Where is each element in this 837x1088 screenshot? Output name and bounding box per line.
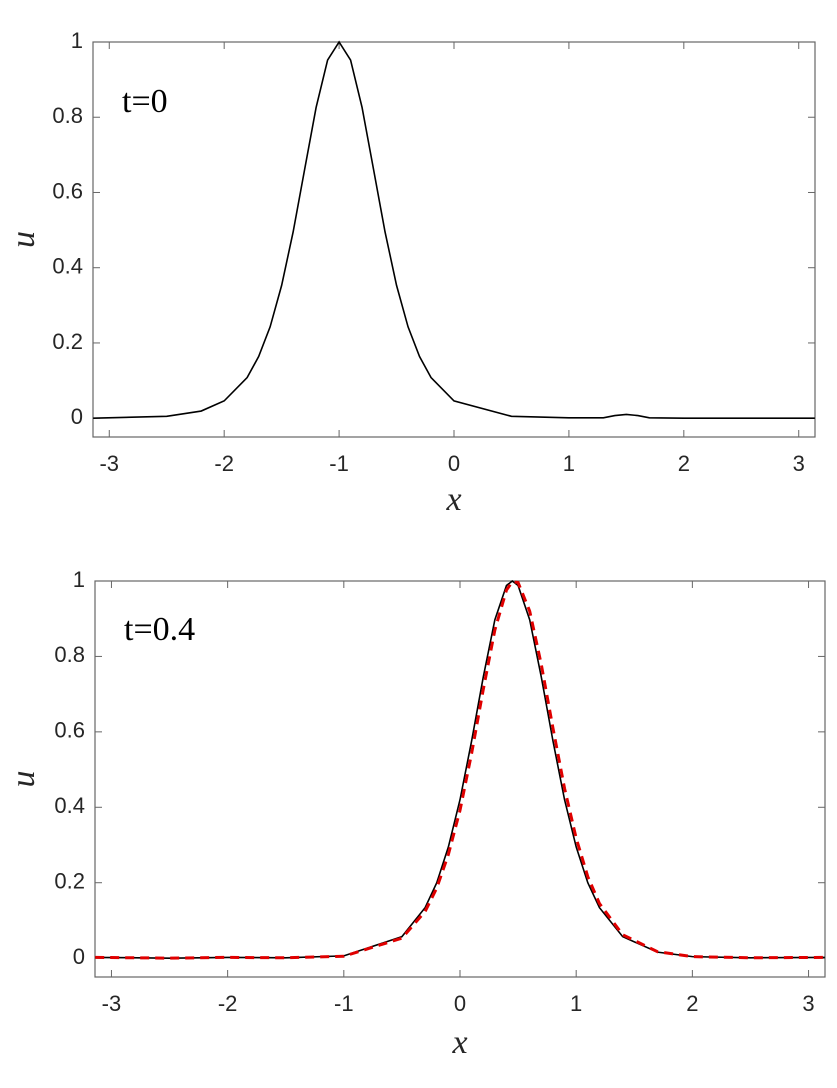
y-tick-label: 0.6	[52, 178, 83, 203]
x-axis-label: x	[451, 1024, 467, 1061]
y-tick-label: 0.8	[52, 103, 83, 128]
x-tick-label: 0	[454, 991, 466, 1016]
annotation: t=0.4	[124, 611, 195, 648]
line-series	[95, 580, 825, 960]
x-tick-label: -2	[214, 451, 234, 476]
x-tick-label: 3	[802, 991, 814, 1016]
x-tick-label: 0	[448, 451, 460, 476]
y-tick-label: 0	[73, 944, 85, 969]
plot-area	[94, 580, 826, 978]
x-tick-label: 2	[686, 991, 698, 1016]
x-tick-label: -3	[102, 991, 122, 1016]
x-tick-label: -3	[99, 451, 119, 476]
y-axis-label: u	[5, 231, 42, 248]
x-tick-label: -2	[218, 991, 238, 1016]
y-tick-label: 0	[71, 404, 83, 429]
x-tick-label: 2	[678, 451, 690, 476]
y-tick-label: 0.2	[54, 869, 85, 894]
annotation: t=0	[122, 83, 168, 120]
plot-area	[92, 41, 816, 438]
x-tick-label: 1	[570, 991, 582, 1016]
y-axis-label: u	[5, 771, 42, 788]
y-tick-label: 0.2	[52, 329, 83, 354]
x-tick-label: -1	[329, 451, 349, 476]
y-tick-label: 1	[73, 567, 85, 592]
y-tick-label: 0.4	[52, 254, 83, 279]
y-tick-label: 0.8	[54, 642, 85, 667]
x-tick-label: 1	[563, 451, 575, 476]
line-series	[93, 40, 815, 419]
x-tick-label: -1	[334, 991, 354, 1016]
line-series	[95, 579, 825, 959]
x-axis-label: x	[445, 481, 461, 518]
y-tick-label: 1	[71, 28, 83, 53]
y-tick-label: 0.4	[54, 793, 85, 818]
x-tick-label: 3	[793, 451, 805, 476]
y-tick-label: 0.6	[54, 718, 85, 743]
